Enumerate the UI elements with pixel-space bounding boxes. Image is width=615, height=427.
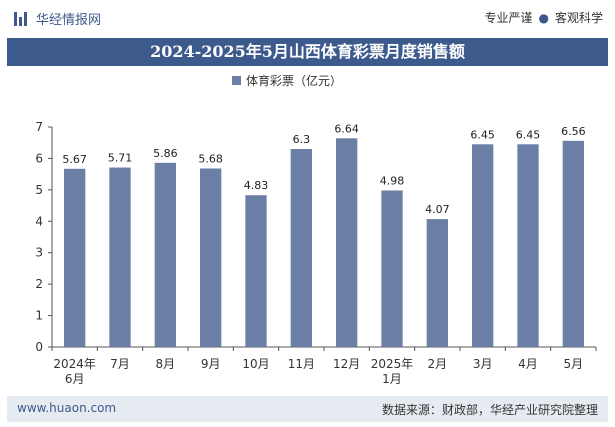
bars: 5.67 5.71 5.86 5.68 4.83 6.3 6.64 4.98 4.07 6.45 6… xyxy=(62,122,586,347)
bar xyxy=(154,162,176,347)
x-tick-label: 3月 xyxy=(473,357,493,371)
bar xyxy=(381,190,403,347)
bar xyxy=(336,138,358,347)
bar xyxy=(245,195,267,347)
x-tick-label: 10月 xyxy=(242,357,269,371)
chart-title: 2024-2025年5月山西体育彩票月度销售额 xyxy=(150,42,465,61)
y-tick-label: 1 xyxy=(35,309,43,323)
brand-name: 华经情报网 xyxy=(36,13,102,28)
data-label: 4.83 xyxy=(244,179,269,192)
y-ticks: 0 1 2 3 4 5 6 7 xyxy=(35,120,52,354)
data-source: 数据来源：财政部，华经产业研究院整理 xyxy=(381,403,598,417)
bar xyxy=(109,167,131,347)
title-bar: 2024-2025年5月山西体育彩票月度销售额 xyxy=(7,38,608,66)
data-label: 6.64 xyxy=(334,122,359,135)
y-tick-label: 2 xyxy=(35,277,43,291)
data-label: 6.56 xyxy=(561,125,586,138)
data-label: 5.67 xyxy=(62,153,87,166)
logo-icon xyxy=(14,11,28,26)
slogan-right: 客观科学 xyxy=(554,11,603,25)
data-label: 5.68 xyxy=(198,152,223,165)
x-tick-label: 4月 xyxy=(518,357,538,371)
legend: 体育彩票（亿元） xyxy=(232,73,342,88)
x-tick-label: 12月 xyxy=(333,357,360,371)
y-tick-label: 5 xyxy=(35,183,43,197)
y-tick-label: 6 xyxy=(35,151,43,165)
legend-swatch xyxy=(232,76,241,85)
header: 华经情报网 专业严谨 ● 客观科学 xyxy=(0,0,615,36)
data-label: 5.71 xyxy=(108,152,133,165)
y-tick-label: 4 xyxy=(35,214,43,228)
data-label: 5.86 xyxy=(153,147,178,160)
x-tick-label: 9月 xyxy=(201,357,221,371)
slogan: 专业严谨 ● 客观科学 xyxy=(484,9,603,26)
data-label: 6.45 xyxy=(470,128,495,141)
x-tick-label: 1月 xyxy=(382,372,402,386)
data-label: 4.07 xyxy=(425,203,450,216)
data-label: 4.98 xyxy=(380,174,405,187)
x-tick-label: 2025年 xyxy=(371,357,414,371)
y-tick-label: 3 xyxy=(35,246,43,260)
bullet-icon: ● xyxy=(538,11,549,25)
data-label: 6.3 xyxy=(293,133,311,146)
footer: www.huaon.com 数据来源：财政部，华经产业研究院整理 xyxy=(7,396,608,422)
x-tick-label: 7月 xyxy=(110,357,130,371)
x-tick-label: 2024年 xyxy=(53,357,96,371)
y-tick-label: 0 xyxy=(35,340,43,354)
x-tick-label: 5月 xyxy=(564,357,584,371)
slogan-left: 专业严谨 xyxy=(484,11,533,25)
legend-label: 体育彩票（亿元） xyxy=(246,73,342,88)
bar xyxy=(517,144,539,347)
website-link[interactable]: www.huaon.com xyxy=(17,401,117,415)
x-tick-label: 2月 xyxy=(428,357,448,371)
bar xyxy=(472,144,494,347)
x-tick-label: 11月 xyxy=(288,357,315,371)
data-label: 6.45 xyxy=(516,128,541,141)
bar xyxy=(426,219,448,347)
bar xyxy=(290,149,312,347)
x-tick-label: 6月 xyxy=(65,372,85,386)
brand: 华经情报网 xyxy=(14,9,101,28)
y-tick-label: 7 xyxy=(35,120,43,134)
bar xyxy=(200,168,222,347)
bar xyxy=(64,168,86,347)
x-tick-label: 8月 xyxy=(156,357,176,371)
bar xyxy=(562,140,584,347)
